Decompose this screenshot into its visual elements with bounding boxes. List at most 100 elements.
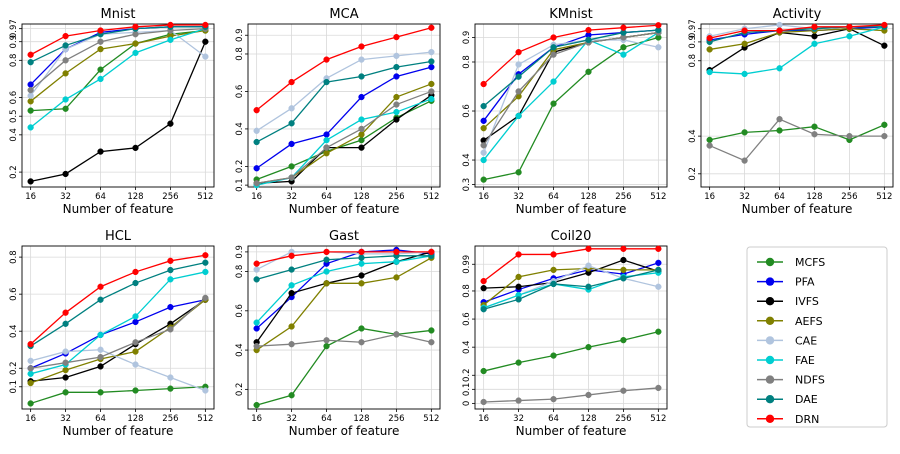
x-tick-label: 256 [388, 192, 404, 202]
series-line [30, 29, 206, 112]
data-point [202, 259, 209, 266]
series-mcfs [480, 34, 662, 183]
data-point [480, 176, 487, 183]
x-axis-label: Number of feature [742, 202, 853, 216]
y-tick-label: 0.8 [235, 47, 245, 61]
x-tick-label: 16 [251, 192, 262, 202]
data-point [741, 157, 748, 164]
x-axis-label: Number of feature [63, 202, 174, 216]
series-line [30, 26, 206, 85]
data-point [288, 341, 295, 348]
axes-frame [474, 245, 668, 410]
data-point [97, 296, 104, 303]
y-tick-label: 0.9 [688, 35, 698, 49]
series-line [30, 271, 206, 375]
data-point [358, 248, 365, 256]
legend-marker [765, 414, 775, 423]
legend-item-cae: CAE [757, 334, 817, 347]
x-tick-label: 128 [580, 192, 596, 202]
data-point [358, 280, 365, 287]
x-tick-label: 32 [60, 414, 71, 424]
data-point [881, 121, 888, 128]
data-point [167, 276, 174, 283]
legend-label: DAE [795, 393, 818, 406]
data-point [620, 256, 627, 264]
series-ndfs [253, 88, 435, 187]
y-tick-label: 0.6 [462, 104, 472, 118]
data-point [550, 34, 557, 41]
data-point [515, 49, 522, 56]
panel-coil20: Coil20 16 32 64 128 256 512 Number of feature 0 0… [462, 229, 668, 438]
axes-frame [247, 245, 441, 410]
x-tick-label: 128 [353, 192, 369, 202]
data-point [741, 27, 748, 34]
series-drn [27, 252, 209, 348]
data-point [776, 127, 783, 134]
data-point [706, 68, 713, 76]
data-point [655, 44, 662, 51]
y-tick-label: 0.2 [462, 369, 472, 383]
data-point [323, 150, 330, 157]
series-line [483, 272, 659, 309]
x-tick-label: 64 [548, 192, 559, 202]
data-point [358, 131, 365, 138]
data-point [97, 66, 104, 73]
y-tick-label: 0.4 [235, 122, 245, 136]
data-point [253, 266, 260, 273]
data-point [253, 325, 260, 332]
data-point [655, 266, 662, 274]
data-point [253, 127, 260, 134]
data-point [288, 78, 295, 86]
series-line [256, 251, 432, 265]
data-point [358, 116, 365, 123]
x-tick-label: 32 [286, 414, 297, 424]
data-point [741, 40, 748, 47]
series-line [256, 249, 432, 329]
data-point [620, 266, 627, 274]
data-point [288, 252, 295, 259]
data-point [428, 88, 435, 95]
data-point [550, 44, 557, 51]
series-line [256, 94, 432, 184]
data-point [428, 339, 435, 346]
data-point [515, 251, 522, 258]
data-point [428, 248, 435, 256]
data-point [97, 331, 104, 339]
y-tick-label: 0.5 [9, 109, 19, 123]
series-line [483, 387, 659, 403]
series-line [30, 299, 206, 382]
x-axis-label: Number of feature [289, 202, 400, 216]
data-point [811, 33, 818, 40]
data-point [132, 144, 139, 152]
data-point [323, 268, 330, 275]
data-point [62, 348, 69, 355]
data-point [132, 318, 139, 326]
data-point [288, 163, 295, 170]
series-line [256, 251, 432, 271]
series-line [709, 124, 885, 141]
data-point [27, 81, 34, 88]
legend-marker [765, 355, 775, 365]
legend-marker [765, 395, 775, 404]
data-point [393, 33, 400, 41]
legend-item-ivfs: IVFS [757, 295, 819, 308]
data-point [655, 22, 662, 29]
data-point [428, 80, 435, 88]
series-line [709, 26, 885, 75]
data-point [167, 36, 174, 43]
x-tick-label: 32 [513, 192, 524, 202]
legend-label: PFA [795, 276, 815, 289]
y-tick-label: 0.8 [9, 54, 19, 68]
data-point [323, 137, 330, 144]
x-tick-label: 64 [774, 192, 785, 202]
series-line [30, 299, 206, 369]
y-tick-label: 0.9 [9, 35, 19, 49]
y-tick-label: 0.9 [235, 245, 245, 259]
series-drn [480, 22, 662, 88]
data-point [550, 51, 557, 58]
y-tick-label: 0.8 [9, 250, 19, 264]
x-axis-label: Number of feature [516, 202, 627, 216]
data-point [253, 319, 260, 326]
series-line [256, 51, 432, 132]
y-tick-label: 0.97 [688, 19, 698, 38]
